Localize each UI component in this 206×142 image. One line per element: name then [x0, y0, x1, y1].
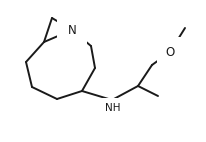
- Text: O: O: [165, 45, 175, 59]
- Text: NH: NH: [105, 103, 121, 113]
- Text: N: N: [68, 23, 76, 36]
